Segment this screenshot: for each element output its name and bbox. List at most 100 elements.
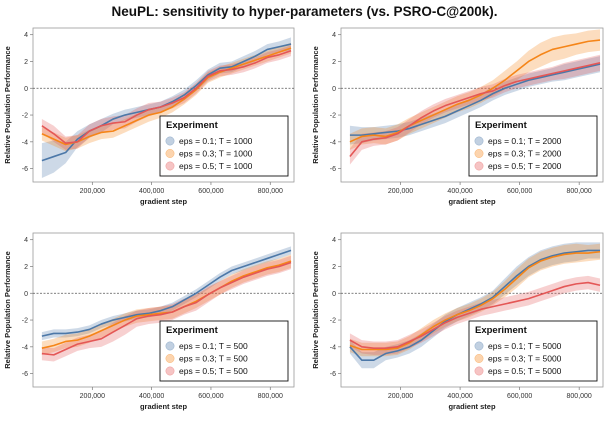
series-line-orange [349, 39, 601, 143]
legend-entry: eps = 0.1; T = 500 [179, 341, 248, 351]
y-tick-label: 4 [24, 237, 28, 244]
legend: Experiment eps = 0.1; T = 5000 eps = 0.3; … [468, 320, 598, 382]
legend-entry: eps = 0.1; T = 1000 [179, 136, 253, 146]
series-band-blue [41, 246, 292, 341]
x-tick-label: 600,000 [507, 393, 532, 400]
y-tick-label: -4 [22, 344, 28, 351]
legend-swatch-orange [165, 149, 175, 158]
x-tick-label: 800,000 [258, 188, 283, 195]
legend-title: Experiment [166, 325, 219, 336]
y-tick-label: -4 [330, 344, 336, 351]
legend-swatch-red [474, 366, 484, 376]
y-tick-label: 0 [332, 291, 336, 298]
legend-swatch-orange [474, 354, 484, 363]
x-tick-label: 600,000 [198, 393, 223, 400]
series-line-red [41, 261, 292, 356]
x-tick-label: 800,000 [567, 393, 592, 400]
series-band-red [349, 54, 601, 165]
series-band-orange [349, 243, 601, 357]
legend-entry: eps = 0.3; T = 500 [179, 354, 248, 364]
x-tick-label: 200,000 [80, 393, 105, 400]
legend-entry: eps = 0.3; T = 2000 [488, 149, 562, 159]
legend: Experiment eps = 0.1; T = 2000 eps = 0.3; … [468, 115, 598, 177]
legend-swatch-orange [165, 354, 175, 363]
legend-box [468, 320, 598, 382]
y-tick-label: 0 [24, 291, 28, 298]
legend-title: Experiment [475, 325, 528, 336]
chart-panel-1: -6 -4 -2 0 2 4 200,000 400,000 600,000 800,000 gra… [3, 27, 295, 206]
legend: Experiment eps = 0.1; T = 1000 eps = 0.3; … [159, 115, 289, 177]
y-tick-label: -4 [330, 139, 336, 146]
y-tick-label: 4 [24, 32, 28, 39]
legend-entry: eps = 0.1; T = 5000 [488, 341, 562, 351]
legend: Experiment eps = 0.1; T = 500 eps = 0.3; T… [159, 320, 289, 382]
y-axis-label: Relative Population Performance [311, 251, 320, 369]
y-tick-label: -6 [22, 166, 28, 173]
y-tick-label: 4 [332, 237, 336, 244]
legend-swatch-blue [474, 136, 484, 146]
chart-panel-4: -6 -4 -2 0 2 4 200,000 400,000 600,000 800,000 gra… [311, 232, 604, 411]
x-axis-label: gradient step [140, 402, 188, 411]
x-axis-label: gradient step [140, 197, 188, 206]
series-band-blue [349, 242, 601, 369]
legend-swatch-blue [474, 341, 484, 351]
y-tick-label: 2 [332, 59, 336, 66]
chart-panel-2: -6 -4 -2 0 2 4 200,000 400,000 600,000 800,000 gra… [311, 27, 604, 206]
y-axis-label: Relative Population Performance [311, 46, 320, 164]
series-line-blue [41, 249, 292, 337]
series-line-blue [349, 63, 601, 136]
figure-title: NeuPL: sensitivity to hyper-parameters (… [111, 4, 497, 19]
chart-panel-3: -6 -4 -2 0 2 4 200,000 400,000 600,000 800,000 gra… [3, 232, 295, 411]
x-tick-label: 400,000 [447, 393, 472, 400]
x-tick-label: 200,000 [388, 393, 413, 400]
legend-swatch-red [165, 161, 175, 171]
x-axis-label: gradient step [448, 197, 496, 206]
legend-title: Experiment [166, 120, 219, 131]
x-tick-label: 800,000 [258, 393, 283, 400]
y-tick-label: -6 [22, 371, 28, 378]
legend-swatch-red [165, 366, 175, 376]
series-line-orange [349, 250, 601, 351]
legend-title: Experiment [475, 120, 528, 131]
series-band-orange [349, 29, 601, 150]
y-axis-label: Relative Population Performance [3, 46, 12, 164]
legend-entry: eps = 0.5; T = 500 [179, 366, 248, 376]
legend-swatch-orange [474, 149, 484, 158]
x-tick-label: 400,000 [139, 393, 164, 400]
legend-entry: eps = 0.5; T = 1000 [179, 161, 253, 171]
y-tick-label: 0 [24, 86, 28, 93]
x-tick-label: 400,000 [139, 188, 164, 195]
series-line-red [349, 62, 601, 158]
legend-box [159, 115, 289, 177]
legend-swatch-blue [165, 341, 175, 351]
y-tick-label: -2 [22, 318, 28, 325]
y-tick-label: -2 [330, 113, 336, 120]
series-band-blue [41, 37, 292, 178]
y-tick-label: 4 [332, 32, 336, 39]
x-tick-label: 200,000 [80, 188, 105, 195]
legend-swatch-blue [165, 136, 175, 146]
y-tick-label: -6 [330, 371, 336, 378]
legend-entry: eps = 0.1; T = 2000 [488, 136, 562, 146]
legend-box [468, 115, 598, 177]
y-tick-label: 2 [24, 59, 28, 66]
y-tick-label: -6 [330, 166, 336, 173]
x-tick-label: 400,000 [447, 188, 472, 195]
y-tick-label: 0 [332, 86, 336, 93]
x-tick-label: 800,000 [567, 188, 592, 195]
legend-swatch-red [474, 161, 484, 171]
x-axis-label: gradient step [448, 402, 496, 411]
y-axis-label: Relative Population Performance [3, 251, 12, 369]
y-tick-label: 2 [332, 264, 336, 271]
series-line-red [349, 281, 601, 349]
legend-entry: eps = 0.5; T = 5000 [488, 366, 562, 376]
legend-box [159, 320, 289, 382]
legend-entry: eps = 0.3; T = 1000 [179, 149, 253, 159]
y-tick-label: -2 [22, 113, 28, 120]
legend-entry: eps = 0.3; T = 5000 [488, 354, 562, 364]
legend-entry: eps = 0.5; T = 2000 [488, 161, 562, 171]
y-tick-label: -2 [330, 318, 336, 325]
y-tick-label: -4 [22, 139, 28, 146]
x-tick-label: 600,000 [507, 188, 532, 195]
